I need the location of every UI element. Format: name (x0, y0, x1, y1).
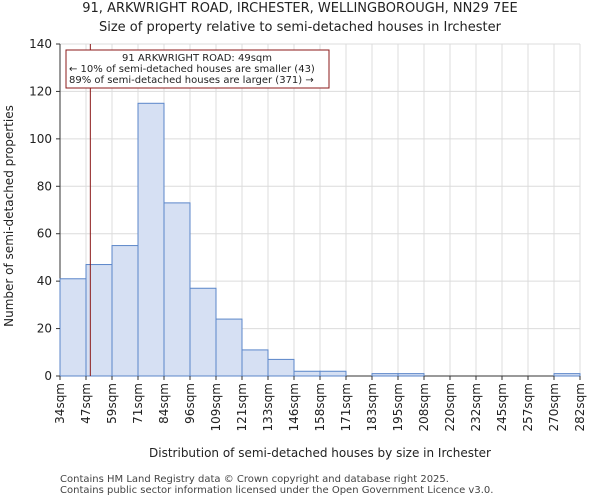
x-tick-label: 34sqm (53, 383, 67, 424)
bar-109sqm (215, 318, 243, 377)
bar-121sqm (241, 349, 269, 377)
x-tick-label: 96sqm (183, 383, 197, 424)
x-tick-label: 71sqm (131, 383, 145, 424)
bar-133sqm (267, 358, 295, 377)
bar-146sqm (293, 370, 321, 377)
annotation-larger: 89% of semi-detached houses are larger (… (69, 75, 314, 86)
x-tick-label: 257sqm (521, 383, 535, 431)
x-tick-label: 282sqm (573, 383, 587, 431)
x-axis-ticks: 34sqm 47sqm 59sqm 71sqm 84sqm 96sqm 109sqm 121s… (53, 376, 587, 431)
x-tick-label: 84sqm (157, 383, 171, 424)
y-tick-label: 40 (37, 274, 52, 288)
chart-subtitle: Size of property relative to semi-detach… (99, 20, 502, 35)
bar-34sqm (59, 278, 87, 377)
x-tick-label: 158sqm (313, 383, 327, 431)
bar-71sqm (137, 102, 165, 377)
bar-59sqm (111, 245, 139, 377)
x-tick-label: 47sqm (79, 383, 93, 424)
y-tick-label: 0 (44, 369, 52, 383)
footer-licence: Contains public sector information licen… (60, 485, 494, 496)
chart-title: 91, ARKWRIGHT ROAD, IRCHESTER, WELLINGBO… (82, 1, 517, 16)
y-axis-label: Number of semi-detached properties (2, 105, 16, 327)
bar-270sqm (553, 373, 581, 377)
bar-195sqm (397, 373, 425, 377)
property-marker: 91 ARKWRIGHT ROAD: 49sqm← 10% of semi-de… (65, 44, 330, 376)
y-tick-label: 140 (29, 37, 52, 51)
x-tick-label: 183sqm (365, 383, 379, 431)
footer-copyright: Contains HM Land Registry data © Crown c… (60, 474, 449, 485)
y-tick-label: 120 (29, 84, 52, 98)
x-tick-label: 133sqm (261, 383, 275, 431)
x-tick-label: 109sqm (209, 383, 223, 431)
bars (59, 102, 581, 377)
x-tick-label: 146sqm (287, 383, 301, 431)
bar-96sqm (189, 287, 217, 377)
bar-158sqm (319, 370, 347, 377)
x-tick-label: 220sqm (443, 383, 457, 431)
annotation-box (65, 49, 330, 89)
x-tick-label: 208sqm (417, 383, 431, 431)
x-axis-label: Distribution of semi-detached houses by … (149, 446, 491, 460)
y-tick-label: 100 (29, 132, 52, 146)
y-axis-ticks: 0 20 40 60 80 100 120 140 (29, 37, 60, 383)
x-tick-label: 121sqm (235, 383, 249, 431)
x-tick-label: 171sqm (339, 383, 353, 431)
x-tick-label: 195sqm (391, 383, 405, 431)
annotation-smaller: ← 10% of semi-detached houses are smalle… (69, 64, 315, 75)
bar-84sqm (163, 202, 191, 377)
annotation-title: 91 ARKWRIGHT ROAD: 49sqm (122, 53, 272, 64)
x-tick-label: 245sqm (495, 383, 509, 431)
x-tick-label: 232sqm (469, 383, 483, 431)
y-tick-label: 20 (37, 322, 52, 336)
y-tick-label: 80 (37, 179, 52, 193)
x-tick-label: 59sqm (105, 383, 119, 424)
y-tick-label: 60 (37, 227, 52, 241)
bar-183sqm (371, 373, 399, 377)
x-tick-label: 270sqm (547, 383, 561, 431)
